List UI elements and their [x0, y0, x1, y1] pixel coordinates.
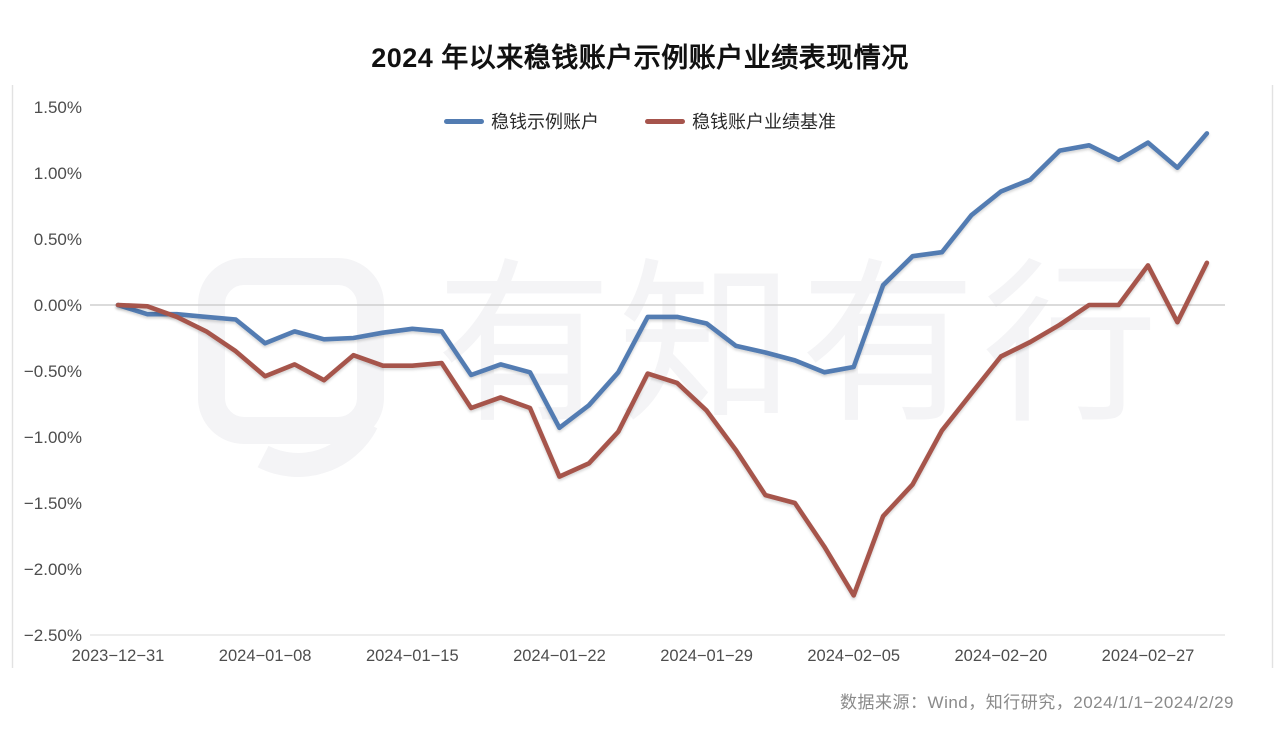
legend-item-example-account: 稳钱示例账户	[444, 108, 599, 134]
x-tick-label: 2024−01−15	[366, 647, 459, 665]
y-tick-label: −2.50%	[24, 626, 82, 645]
x-tick-label: 2024−02−05	[807, 647, 900, 665]
legend-label-benchmark: 稳钱账户业绩基准	[692, 112, 836, 132]
series-line-example-account	[115, 131, 1210, 431]
x-tick-label: 2024−01−22	[513, 647, 606, 665]
x-tick-label: 2024−02−20	[955, 647, 1048, 665]
x-tick-label: 2024−01−29	[660, 647, 753, 665]
x-tick-label: 2023−12−31	[72, 647, 165, 665]
y-tick-label: −2.00%	[24, 560, 82, 579]
y-tick-label: 0.50%	[34, 230, 82, 249]
y-tick-label: −0.50%	[24, 362, 82, 381]
legend-label-example-account: 稳钱示例账户	[491, 112, 599, 132]
y-tick-label: −1.00%	[24, 428, 82, 447]
x-tick-label: 2024−02−27	[1102, 647, 1195, 665]
legend-swatch-example-account	[444, 118, 484, 124]
legend-swatch-benchmark	[645, 118, 685, 124]
y-tick-label: 1.50%	[34, 98, 82, 117]
series-line-benchmark	[115, 260, 1210, 598]
chart-title: 2024 年以来稳钱账户示例账户业绩表现情况	[371, 43, 909, 73]
y-tick-label: 1.00%	[34, 164, 82, 183]
source-note: 数据来源：Wind，知行研究，2024/1/1−2024/2/29	[840, 693, 1234, 712]
y-tick-label: 0.00%	[34, 296, 82, 315]
watermark-text: 有知有行	[436, 248, 1165, 444]
watermark-logo-icon	[198, 258, 384, 444]
x-tick-label: 2024−01−08	[219, 647, 312, 665]
legend-item-benchmark: 稳钱账户业绩基准	[645, 108, 836, 134]
legend: 稳钱示例账户 稳钱账户业绩基准	[0, 108, 1280, 134]
y-tick-label: −1.50%	[24, 494, 82, 513]
